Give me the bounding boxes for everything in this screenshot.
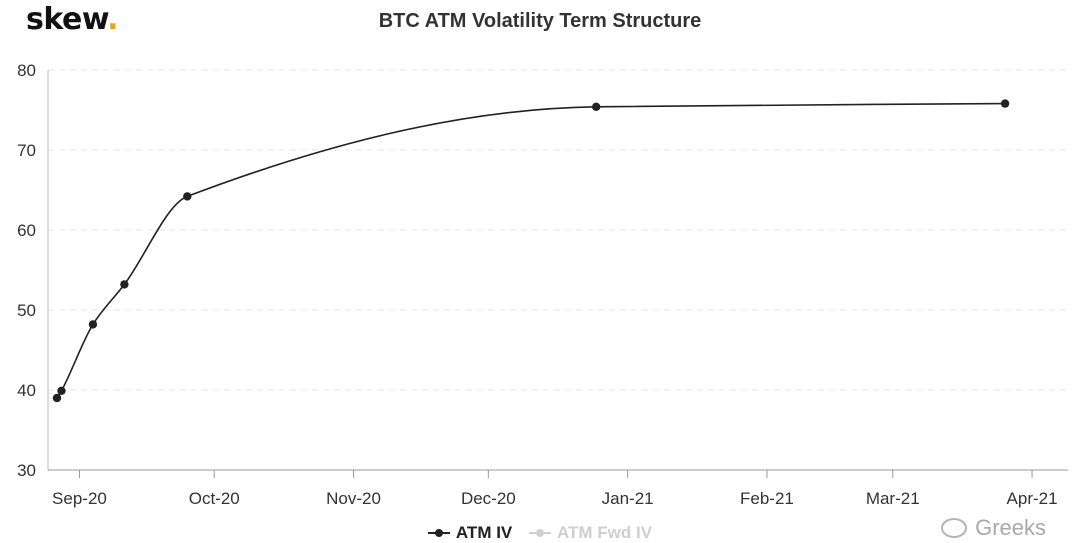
y-tick-label: 50 bbox=[17, 301, 36, 320]
x-tick-label: Mar-21 bbox=[866, 489, 920, 508]
y-tick-label: 60 bbox=[17, 221, 36, 240]
x-tick-label: Jan-21 bbox=[602, 489, 654, 508]
series-line-0 bbox=[56, 102, 1006, 399]
legend-label-atm-fwd-iv: ATM Fwd IV bbox=[557, 523, 653, 542]
wechat-icon bbox=[941, 518, 968, 538]
y-tick-label: 40 bbox=[17, 381, 36, 400]
x-tick-label: Sep-20 bbox=[52, 489, 107, 508]
data-point[interactable] bbox=[52, 393, 62, 403]
data-point[interactable] bbox=[183, 192, 192, 201]
axes bbox=[47, 70, 1068, 471]
legend: ATM IV ATM Fwd IV bbox=[0, 519, 1080, 543]
legend-item-atm-fwd-iv[interactable]: ATM Fwd IV bbox=[529, 523, 652, 543]
data-point[interactable] bbox=[1000, 99, 1010, 108]
y-tick-label: 70 bbox=[17, 141, 36, 160]
data-point[interactable] bbox=[88, 320, 98, 329]
watermark: Greeks bbox=[941, 515, 1046, 541]
x-axis-ticks: Sep-20 Oct-20 Nov-20 Dec-20 Jan-21 Feb-21 Mar-… bbox=[52, 470, 1058, 508]
data-point[interactable] bbox=[591, 102, 601, 112]
legend-marker-atm-iv bbox=[427, 529, 450, 537]
x-tick-label: Dec-20 bbox=[461, 489, 516, 508]
logo-text: skew bbox=[26, 2, 108, 37]
series-points bbox=[52, 99, 1010, 403]
y-tick-label: 30 bbox=[17, 461, 36, 480]
legend-label-atm-iv: ATM IV bbox=[455, 523, 513, 542]
x-tick-label: Feb-21 bbox=[740, 489, 794, 508]
data-point[interactable] bbox=[120, 280, 129, 289]
chart-title: BTC ATM Volatility Term Structure bbox=[378, 10, 702, 32]
skew-logo: skew. bbox=[26, 2, 119, 37]
data-point[interactable] bbox=[57, 386, 66, 395]
y-axis-ticks: 30 40 50 60 70 80 bbox=[17, 61, 36, 480]
legend-item-atm-iv[interactable]: ATM IV bbox=[427, 523, 513, 543]
x-tick-label: Nov-20 bbox=[326, 489, 381, 508]
x-tick-label: Apr-21 bbox=[1007, 489, 1058, 508]
y-tick-label: 80 bbox=[17, 61, 36, 80]
watermark-text: Greeks bbox=[975, 515, 1046, 540]
gridlines bbox=[48, 69, 1068, 391]
logo-dot: . bbox=[107, 2, 119, 37]
series-lines bbox=[56, 102, 1006, 399]
x-tick-label: Oct-20 bbox=[189, 489, 240, 508]
legend-marker-atm-fwd-iv bbox=[529, 529, 552, 537]
